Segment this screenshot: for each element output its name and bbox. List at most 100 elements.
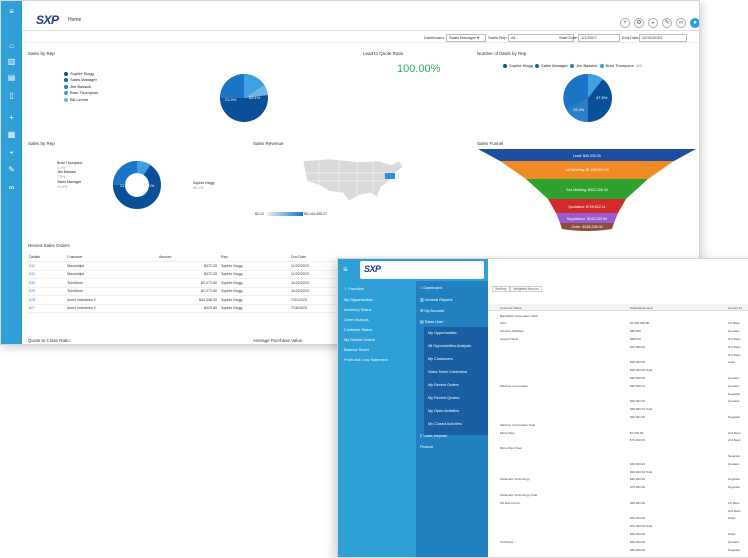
col-details[interactable]: Details [27, 253, 65, 262]
table-row: Barcharter Corporation Total [500, 313, 538, 318]
table-row: 627 Acme Industries 2 $429.60 Sophie Klogg 7… [27, 304, 357, 313]
sales-by-rep-pie: 23.9% 65.1% [220, 74, 268, 122]
weighted-amount-chip[interactable]: Weighted Amount [510, 286, 542, 292]
legend-pager[interactable]: 1/2 [636, 63, 642, 68]
gear-icon[interactable]: ⚙ [634, 18, 644, 28]
fav-order-analysis[interactable]: Order Analysis [344, 318, 369, 322]
favorites-menu: ☆ Favorites My Opportunities Inventory S… [338, 281, 416, 557]
col-rep[interactable]: Rep [219, 253, 289, 262]
fav-my-recent-orders[interactable]: My Recent Orders [344, 338, 375, 342]
table-row: $20,000.00 Order [630, 531, 736, 536]
sales-by-rep-legend: Sophie Klogg Sales Manager Jim Bassick B… [64, 71, 98, 103]
quote-close-title: Quote to Close Ratio [28, 338, 70, 343]
menu-sales-reports[interactable]: ▯ Sales Reports [420, 434, 448, 438]
edit-icon[interactable]: ✎ [662, 18, 672, 28]
fav-my-opportunities[interactable]: My Opportunities [344, 298, 373, 302]
col-amount[interactable]: Amount [157, 253, 219, 262]
svg-text:Quotation: $709,622.11: Quotation: $709,622.11 [568, 205, 605, 209]
sub-my-closed-activities[interactable]: My Closed Activities [428, 422, 462, 426]
svg-text:65.1%: 65.1% [144, 184, 155, 188]
svg-text:23.9%: 23.9% [120, 184, 131, 188]
svg-text:47.8%: 47.8% [596, 95, 608, 100]
dashboard-window: ≡ ⌂ ▥ ▤ ▯ + ▦ ◒ ✎ ∞ SXP Home + ⚙ ◒ ✎ ∞ ●… [0, 0, 700, 345]
group-chips: Territory Weighted Amount [492, 286, 542, 292]
table-row: $10,000.00 2nd Meet [630, 344, 741, 349]
menu-general-reports[interactable]: ▥ General Reports [420, 298, 453, 302]
sub-my-recent-quotes[interactable]: My Recent Quotes [428, 396, 460, 400]
add-icon[interactable]: + [620, 18, 630, 28]
menu-sales-user[interactable]: ▤ Sales User [420, 320, 444, 324]
plus-icon[interactable]: + [9, 113, 14, 122]
table-row: TechMore $20,000.00 Quotatio [500, 539, 740, 544]
table-row: $70,000.00 Negotiati [630, 485, 740, 490]
table-row: $30,000.00 Negotiati [630, 547, 740, 552]
deals-pie: 47.8% 15.3% [563, 73, 612, 123]
sales-user-submenu: My Opportunities All Opportunities Analy… [424, 327, 488, 435]
scale-min: $2.12 [255, 212, 264, 216]
sub-my-customers[interactable]: My Customers [428, 357, 453, 361]
fav-profit-loss[interactable]: Profit and Loss Statement [344, 358, 388, 362]
reports-window: ≡ SXP ☆ Favorites My Opportunities Inven… [337, 258, 748, 558]
svg-text:1st Meeting: $1,200,810.00: 1st Meeting: $1,200,810.00 [565, 168, 609, 172]
top-bar: SXP Home + ⚙ ◒ ✎ ∞ ● [22, 1, 699, 31]
table-row: $20,000.00 Quotatio [630, 461, 740, 466]
end-date-input[interactable]: 12/31/2023 [639, 33, 687, 42]
sub-my-open-activities[interactable]: My Open Activities [428, 409, 460, 413]
opportunity-grid: Territory Weighted Amount Customer Name … [488, 259, 748, 557]
calendar-icon[interactable]: ▦ [7, 130, 16, 139]
menu-dashboard[interactable]: ⌂ Dashboard [420, 286, 442, 290]
svg-text:65.1%: 65.1% [249, 95, 261, 100]
col-doc-date[interactable]: Doc Date [289, 253, 357, 262]
donut-labels: Brad Thompson 0.2% Jim Bassick 7.8% Sale… [57, 161, 83, 189]
sales-by-rep-title: Sales by Rep [28, 51, 55, 56]
sub-my-recent-orders[interactable]: My Recent Orders [428, 383, 459, 387]
territory-chip[interactable]: Territory [492, 286, 510, 292]
sxp-logo: SXP [36, 13, 59, 27]
table-row: Negotiati [728, 391, 740, 396]
sub-sales-team-customers[interactable]: Sales Team Customers [428, 370, 468, 374]
menu-finance[interactable]: Finance [420, 445, 434, 449]
table-row: $20,000.00 Total [630, 368, 653, 373]
fav-customer-status[interactable]: Customer Status [344, 328, 373, 332]
col-customer[interactable]: Customer [65, 253, 157, 262]
color-scale [267, 212, 303, 216]
basket-icon[interactable]: ◒ [9, 147, 14, 156]
us-map [302, 158, 404, 202]
binoculars-icon[interactable]: ∞ [676, 18, 686, 28]
table-row: $30,001.00 Negotiati [630, 414, 740, 419]
page-title: Home [68, 17, 82, 23]
sub-all-opportunities[interactable]: All Opportunities Analysis [428, 344, 471, 348]
donut-right-label: Sophie Klogg 65.1% [193, 181, 215, 190]
briefcase-icon[interactable]: ▤ [7, 73, 16, 82]
table-row: 630 TechMore $2,272.60 Sophie Klogg 11/22/20… [27, 278, 357, 288]
table-row: $30,000.00 Quotatio [630, 375, 740, 380]
chart-icon[interactable]: ▥ [7, 57, 16, 66]
binoculars-icon[interactable]: ∞ [8, 183, 15, 192]
cart-icon[interactable]: ◒ [648, 18, 658, 28]
table-row: Johnson Matthew $50,000 Quotatio [500, 329, 740, 334]
sales-by-rep-donut-title: Sales by Rep [28, 141, 55, 146]
hamburger-icon[interactable]: ≡ [343, 265, 348, 274]
table-row: Parameter Technology $30,000.00 Negotiati [500, 477, 740, 482]
table-row: SG Electronics $20,000.00 1st Meet [500, 500, 740, 505]
fav-inventory-status[interactable]: Inventory Status [344, 308, 372, 312]
document-icon[interactable]: ▯ [9, 91, 14, 100]
hamburger-icon[interactable]: ≡ [9, 7, 14, 16]
table-row: 628 Acme Industries 2 $44,348.30 Sophie Klo… [27, 295, 357, 305]
sales-rep-select[interactable]: All [508, 33, 574, 42]
table-row: $20,000.00 Quotatio [630, 399, 740, 404]
avg-purchase-title: Average Purchase Value [253, 338, 303, 343]
table-row: $20,000.00 Lead [630, 360, 735, 365]
menu-my-account[interactable]: ⚙ My Account [420, 309, 445, 313]
home-icon[interactable]: ⌂ [9, 41, 14, 50]
sub-my-opportunities[interactable]: My Opportunities [428, 331, 457, 335]
dashboard-select[interactable]: Sales Manager ▾ [446, 33, 486, 42]
edit-icon[interactable]: ✎ [8, 165, 15, 174]
user-icon[interactable]: ● [690, 18, 699, 28]
fav-balance-sheet[interactable]: Balance Sheet [344, 348, 369, 352]
recent-orders-title: Recent Sales Orders [28, 243, 70, 248]
end-date-label: End Date: [622, 35, 640, 40]
table-row: 2nd Meet [728, 352, 741, 357]
start-date-input[interactable]: 1/1/2007 [578, 33, 620, 42]
table-row: Microchips Total [500, 446, 522, 451]
